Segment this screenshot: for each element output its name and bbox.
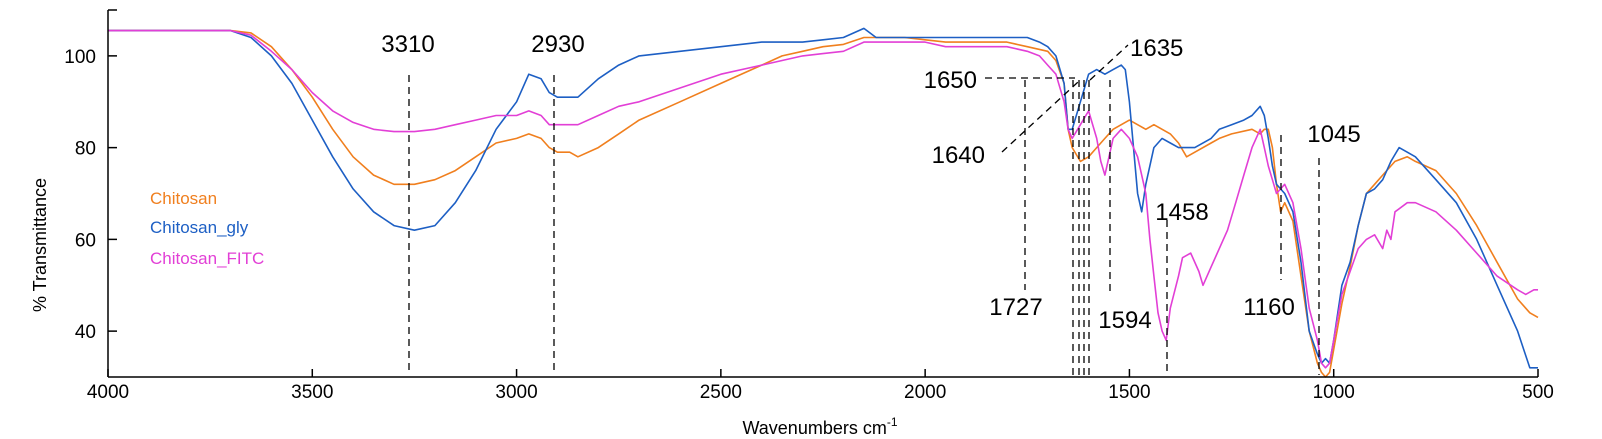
peak-label-2930: 2930 <box>531 31 584 58</box>
axes <box>107 10 1538 378</box>
leader-1635 <box>1089 44 1129 81</box>
x-tick-label: 2000 <box>904 382 946 403</box>
x-axis-title-text: Wavenumbers cm <box>742 418 886 438</box>
y-axis-title: % Transmittance <box>30 178 50 312</box>
x-tick-label: 2500 <box>700 382 742 403</box>
legend-entry-chitosan: Chitosan <box>150 189 217 208</box>
peak-label-1045: 1045 <box>1307 121 1360 148</box>
y-tick-label: 80 <box>75 139 96 160</box>
peak-label-3310: 3310 <box>381 31 434 58</box>
leader-1640 <box>1001 81 1079 153</box>
y-tick-label: 60 <box>75 230 96 251</box>
x-tick-label: 4000 <box>87 382 129 403</box>
peak-label-1727: 1727 <box>989 294 1042 321</box>
peak-label-1640: 1640 <box>932 142 985 169</box>
peak-label-1635: 1635 <box>1130 35 1183 62</box>
x-axis-title-superscript: -1 <box>887 415 898 429</box>
legend-entry-chitosan-gly: Chitosan_gly <box>150 218 249 237</box>
peak-label-1160: 1160 <box>1243 294 1295 321</box>
y-tick-label: 100 <box>64 47 96 68</box>
x-axis-title: Wavenumbers cm-1 <box>742 415 897 438</box>
y-tick-label: 40 <box>75 322 96 343</box>
series-line-chitosan-fitc <box>108 29 1538 369</box>
legend-entry-chitosan-fitc: Chitosan_FITC <box>150 249 264 268</box>
x-tick-label: 500 <box>1522 382 1554 403</box>
series-line-chitosan <box>108 29 1539 378</box>
x-tick-label: 3000 <box>495 382 537 403</box>
series-line-chitosan-gly <box>108 27 1538 369</box>
tick-layer: 4000 3500 3000 2500 2000 1500 1000 500 40 60 80 100 <box>64 9 1554 403</box>
peak-label-1594: 1594 <box>1098 307 1151 334</box>
peak-label-1458: 1458 <box>1155 199 1208 226</box>
plot-lines <box>108 27 1539 378</box>
annotation-layer: 3310 2930 1727 1650 1640 1635 1594 1458 1160 1045 <box>381 31 1361 375</box>
x-tick-label: 1000 <box>1313 382 1355 403</box>
legend: Chitosan Chitosan_gly Chitosan_FITC <box>150 189 264 268</box>
peak-label-1650: 1650 <box>924 67 977 94</box>
x-tick-label: 1500 <box>1108 382 1150 403</box>
x-tick-label: 3500 <box>291 382 333 403</box>
